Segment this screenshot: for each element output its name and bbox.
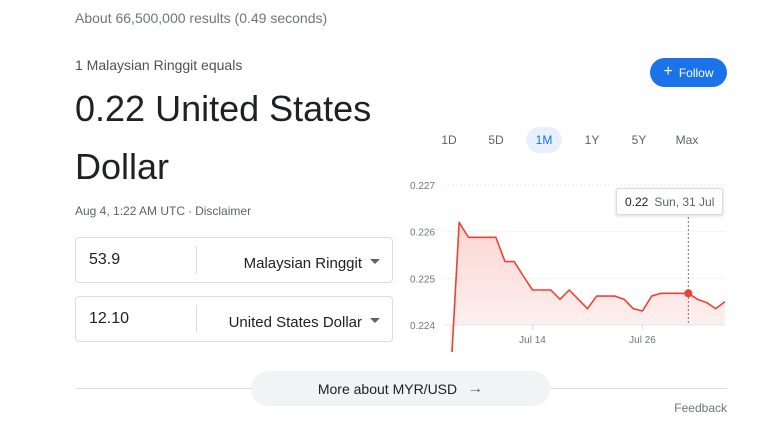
range-tab-1y[interactable]: 1Y xyxy=(584,133,600,147)
x-tick-label: Jul 26 xyxy=(629,335,656,346)
from-currency-row: Malaysian Ringgit xyxy=(75,237,393,283)
more-about-button[interactable]: More about MYR/USD → xyxy=(251,371,550,406)
range-tab-5d[interactable]: 5D xyxy=(488,133,504,147)
dropdown-caret-icon xyxy=(370,317,380,323)
from-amount-input[interactable] xyxy=(76,238,196,282)
conversion-equals-label: 1 Malaysian Ringgit equals xyxy=(75,57,243,73)
from-currency-select[interactable]: Malaysian Ringgit xyxy=(197,238,392,282)
range-tab-1m[interactable]: 1M xyxy=(526,127,562,153)
disclaimer-link[interactable]: Disclaimer xyxy=(195,204,252,218)
y-tick-label: 0.226 xyxy=(410,228,435,239)
timestamp-time: Aug 4, 1:22 AM UTC xyxy=(75,204,186,218)
results-stats: About 66,500,000 results (0.49 seconds) xyxy=(75,10,328,26)
field-divider xyxy=(196,305,197,333)
plus-icon: + xyxy=(663,63,673,80)
follow-button-label: Follow xyxy=(678,65,714,80)
y-tick-label: 0.224 xyxy=(410,321,435,332)
to-currency-select[interactable]: United States Dollar xyxy=(197,297,392,341)
dropdown-caret-icon xyxy=(370,258,380,264)
from-currency-label: Malaysian Ringgit xyxy=(243,254,362,272)
to-currency-label: United States Dollar xyxy=(228,313,362,331)
chart-tooltip: 0.22 Sun, 31 Jul xyxy=(616,188,723,215)
rate-timestamp: Aug 4, 1:22 AM UTC · Disclaimer xyxy=(75,204,251,218)
more-about-label: More about MYR/USD xyxy=(317,380,458,397)
feedback-link[interactable]: Feedback xyxy=(674,401,727,415)
follow-button[interactable]: + Follow xyxy=(650,58,727,87)
to-currency-row: United States Dollar xyxy=(75,296,393,342)
tooltip-value: 0.22 xyxy=(625,194,649,209)
series-area xyxy=(450,222,725,352)
series-line xyxy=(451,221,726,352)
timestamp-separator: · xyxy=(188,204,193,218)
chart-range-tabs: 1D 5D 1M 1Y 5Y Max xyxy=(425,127,725,153)
field-divider xyxy=(196,246,197,274)
range-tab-1d[interactable]: 1D xyxy=(441,133,457,147)
range-tab-max[interactable]: Max xyxy=(675,133,699,147)
to-amount-input[interactable] xyxy=(76,297,196,341)
highlight-point xyxy=(684,289,693,298)
y-tick-label: 0.225 xyxy=(410,274,435,285)
x-tick-label: Jul 14 xyxy=(519,335,546,346)
tooltip-date: Sun, 31 Jul xyxy=(654,194,715,209)
exchange-rate-chart[interactable]: 0.227 0.226 0.225 0.224 Jul 14 Jul 26 xyxy=(400,172,730,352)
conversion-result: 0.22 United States Dollar xyxy=(75,88,372,187)
arrow-right-icon: → xyxy=(467,379,484,397)
range-tab-5y[interactable]: 5Y xyxy=(631,133,647,147)
y-tick-label: 0.227 xyxy=(410,181,435,192)
